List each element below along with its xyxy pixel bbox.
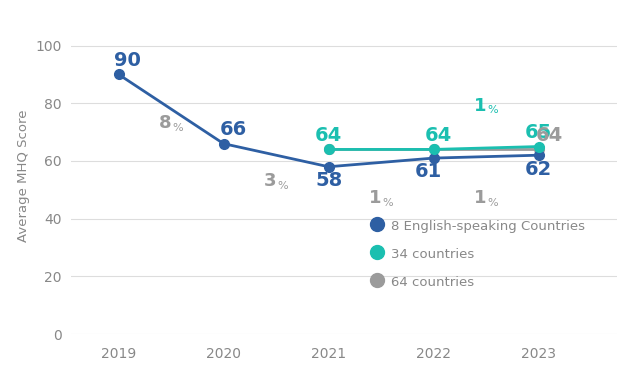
Text: %: % (487, 198, 498, 208)
Text: 64: 64 (315, 126, 342, 145)
Text: 66: 66 (219, 120, 247, 139)
Text: %: % (382, 198, 392, 208)
Text: 58: 58 (315, 171, 342, 190)
Text: 1: 1 (474, 189, 486, 208)
Text: 65: 65 (525, 123, 552, 142)
Text: 90: 90 (114, 51, 141, 70)
Text: 64: 64 (536, 126, 563, 145)
Text: 1: 1 (368, 189, 381, 208)
Text: %: % (487, 105, 498, 115)
Text: 1: 1 (474, 97, 486, 115)
Text: 64: 64 (425, 126, 453, 145)
Text: %: % (172, 123, 183, 133)
Text: 61: 61 (415, 163, 442, 181)
Legend: 8 English-speaking Countries, 34 countries, 64 countries: 8 English-speaking Countries, 34 countri… (373, 217, 585, 290)
Text: 8: 8 (158, 115, 171, 132)
Text: 3: 3 (264, 172, 276, 190)
Text: %: % (277, 181, 288, 191)
Text: 62: 62 (525, 160, 552, 178)
Y-axis label: Average MHQ Score: Average MHQ Score (16, 109, 30, 242)
